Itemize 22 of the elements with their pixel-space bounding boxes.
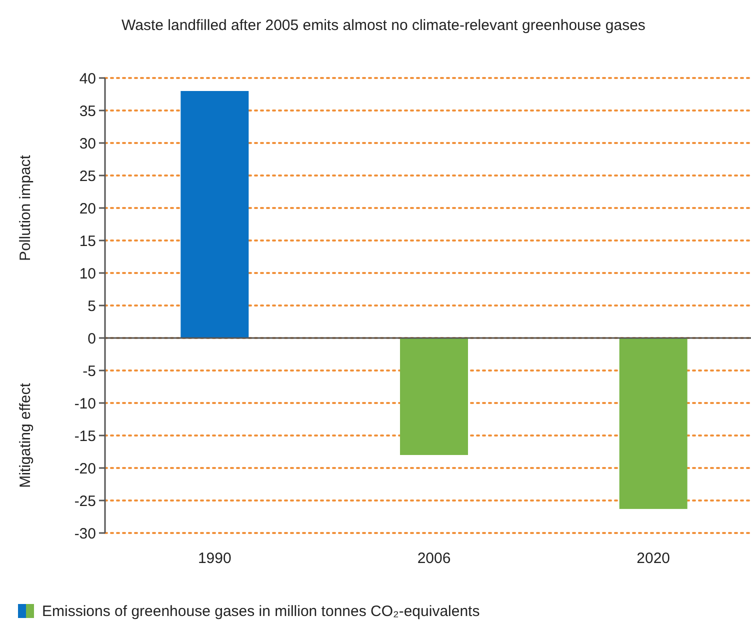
- legend-label: Emissions of greenhouse gases in million tonnes CO₂-equivalents: [42, 603, 480, 620]
- y-tick-label: 5: [88, 298, 96, 315]
- y-tick-label: -10: [74, 395, 96, 412]
- text: Mitigating effect: [17, 382, 34, 488]
- y-axis-title: Pollution impact: [17, 154, 34, 261]
- x-tick-label: 2020: [636, 550, 670, 567]
- y-tick-label: 15: [79, 232, 96, 250]
- y-tick-label: 10: [79, 265, 96, 282]
- y-tick-label: 20: [79, 200, 96, 218]
- x-tick-label: 1990: [198, 550, 232, 567]
- y-tick-label: -30: [74, 525, 96, 542]
- chart-title: Waste landfilled after 2005 emits almost no climate-relevant greenhouse gases: [122, 17, 646, 34]
- y-tick-label: 25: [79, 168, 96, 185]
- y-tick-label: -15: [74, 428, 96, 445]
- y-tick-label: -20: [74, 460, 96, 478]
- y-tick-label: -5: [82, 362, 96, 380]
- y-tick-label: 30: [79, 135, 96, 152]
- y-tick-label: 0: [88, 330, 96, 348]
- x-tick-label: 2006: [417, 550, 451, 567]
- y-tick-label: -25: [74, 492, 96, 510]
- y-tick-label: 35: [79, 102, 96, 120]
- y-tick-label: 40: [79, 70, 96, 88]
